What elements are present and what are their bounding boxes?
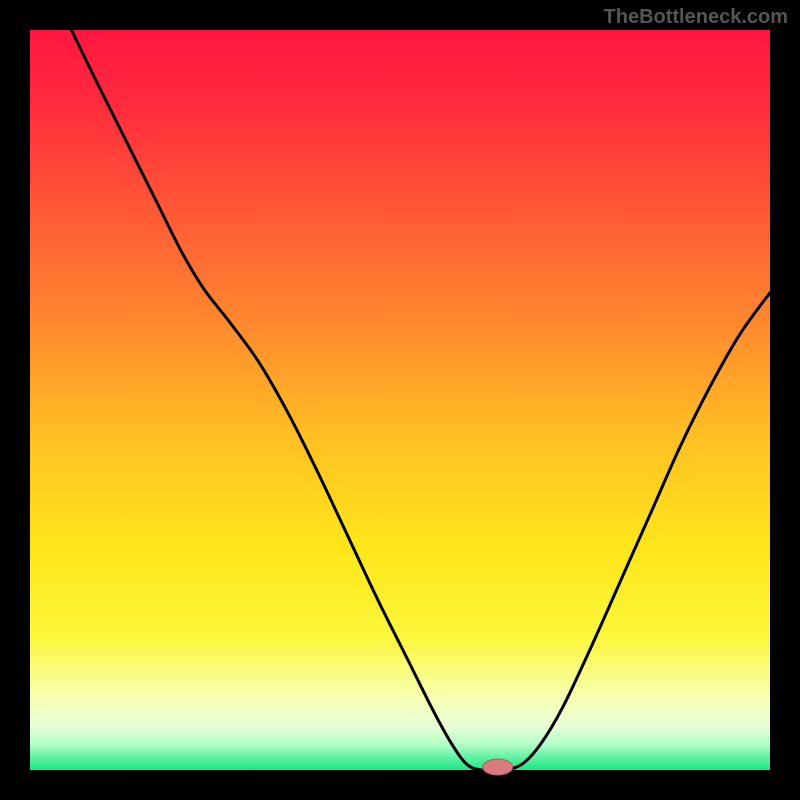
- watermark-text: TheBottleneck.com: [604, 6, 788, 29]
- chart-frame: TheBottleneck.com: [0, 0, 800, 800]
- bottleneck-chart: [0, 0, 800, 800]
- plot-background: [30, 30, 770, 770]
- optimum-marker: [483, 759, 513, 775]
